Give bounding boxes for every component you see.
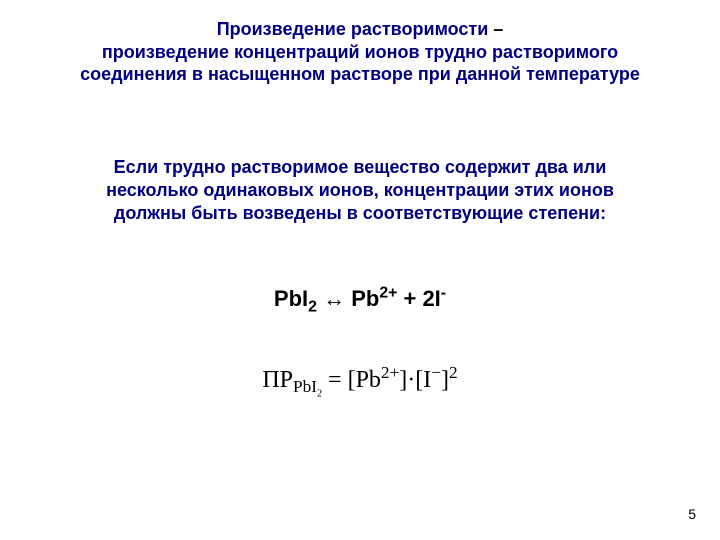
ksp-equation: ПРPbI2 = [Pb2+]·[I−]2 — [30, 367, 690, 395]
cation-base: Pb — [351, 286, 379, 311]
compound-base: PbI — [274, 286, 308, 311]
title-term: Произведение растворимости — [217, 19, 489, 39]
ksp-power: 2 — [449, 363, 458, 382]
title-dash: – — [488, 19, 503, 39]
ksp-mid: ]·[I — [399, 367, 431, 393]
plus-anion: + 2I — [397, 286, 440, 311]
ksp-close: ] — [441, 367, 449, 393]
paragraph-block: Если трудно растворимое вещество содержи… — [30, 156, 690, 226]
ksp-sub-base: PbI — [293, 377, 317, 396]
ksp-cat-sup: 2+ — [381, 363, 399, 382]
cation-sup: 2+ — [379, 284, 397, 301]
arrow: ↔ — [317, 286, 351, 311]
title-block: Произведение растворимости – произведени… — [30, 18, 690, 86]
ksp-name: ПР — [262, 367, 293, 393]
compound-sub: 2 — [308, 298, 317, 315]
ksp-an-sup: − — [431, 363, 441, 382]
ksp-eq: = [Pb — [322, 367, 381, 393]
title-def-line2: соединения в насыщенном растворе при дан… — [80, 64, 640, 84]
page-number: 5 — [688, 506, 696, 522]
anion-sup: - — [441, 284, 446, 301]
para-line2: несколько одинаковых ионов, концентрации… — [106, 180, 614, 200]
page-number-value: 5 — [688, 506, 696, 522]
para-line3: должны быть возведены в соответствующие … — [114, 203, 606, 223]
para-line1: Если трудно растворимое вещество содержи… — [114, 157, 607, 177]
slide: Произведение растворимости – произведени… — [0, 0, 720, 540]
dissociation-equation: PbI2 ↔ Pb2+ + 2I- — [30, 286, 690, 312]
title-def-line1: произведение концентраций ионов трудно р… — [102, 42, 618, 62]
